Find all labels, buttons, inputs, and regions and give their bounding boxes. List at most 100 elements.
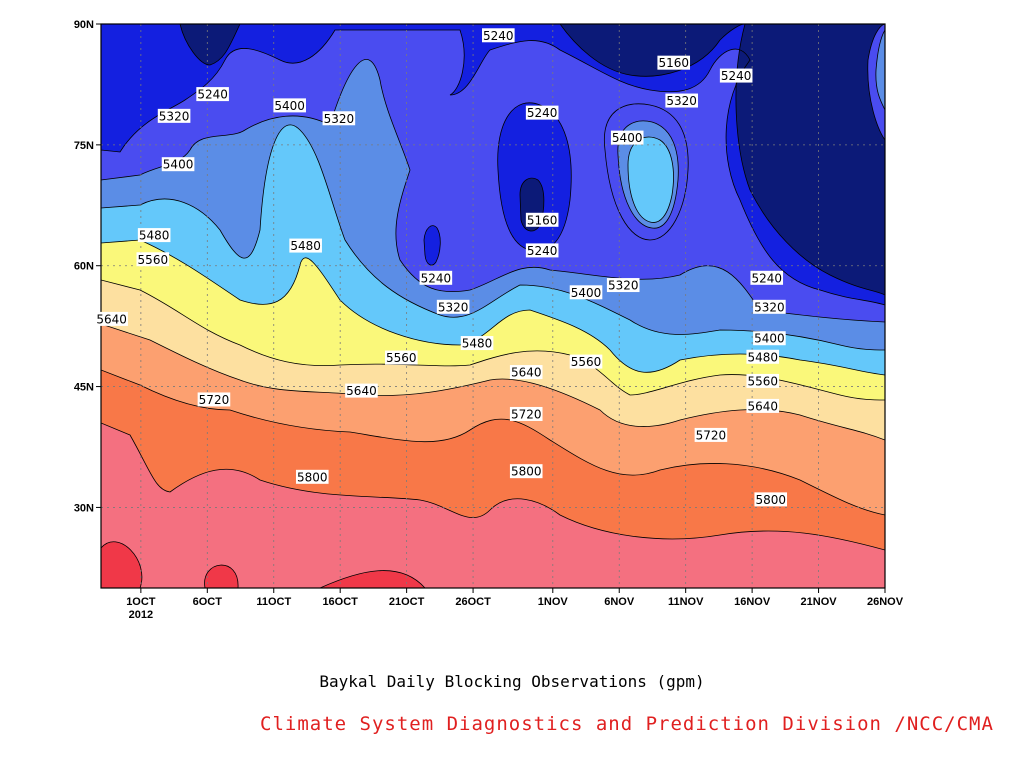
contour-label-text: 5480 (290, 239, 321, 253)
contour-line (101, 24, 885, 441)
contour-label-background (419, 270, 453, 285)
contour-label: 5800 (509, 464, 543, 479)
contour-label: 5400 (273, 98, 306, 113)
contour-label-background (137, 228, 171, 243)
contour-label-text: 5400 (274, 99, 305, 113)
contour-label: 5320 (157, 108, 191, 123)
x-tick-label: 6NOV (604, 596, 635, 608)
contour-label-background (525, 243, 559, 258)
contour-label: 5800 (754, 492, 788, 507)
contour-label-text: 5640 (346, 384, 377, 398)
contour-line (627, 136, 674, 223)
contour-label-background (322, 111, 356, 126)
contour-label-background (482, 28, 515, 43)
contour-label-background (569, 354, 603, 369)
contour-label-text: 5400 (571, 286, 602, 300)
contour-label-background (569, 285, 603, 300)
contour-label-text: 5800 (755, 493, 786, 507)
contour-label: 5240 (750, 270, 784, 285)
contour-line (617, 120, 679, 229)
contour-label-text: 5320 (608, 279, 639, 293)
contour-label-background (746, 349, 780, 364)
contour-label-text: 5640 (747, 399, 778, 413)
contour-label-text: 5480 (747, 350, 778, 364)
contour-label-text: 5400 (754, 332, 785, 346)
contour-label: 5560 (385, 350, 418, 365)
contour-label-text: 5320 (438, 300, 469, 314)
contour-label-background (694, 427, 728, 442)
contour-label: 5560 (746, 373, 780, 388)
contour-label-text: 5240 (483, 29, 514, 43)
contour-label: 5160 (657, 55, 691, 70)
contour-label: 5400 (753, 331, 786, 346)
x-tick-label: 16OCT (322, 596, 358, 608)
contour-line (519, 177, 545, 232)
contour-label-background (273, 98, 306, 113)
contour-label: 5240 (719, 68, 753, 83)
contour-label: 5240 (525, 105, 559, 120)
contour-label-text: 5640 (511, 366, 542, 380)
contour-label-text: 5400 (163, 158, 194, 172)
contour-label-text: 5800 (511, 465, 542, 479)
contour-label: 5480 (746, 349, 780, 364)
contour-label: 5480 (460, 336, 494, 351)
contour-line (101, 24, 885, 323)
contour-label: 5240 (196, 87, 229, 102)
contour-label: 5640 (345, 383, 378, 398)
contour-label-background (196, 87, 229, 102)
contour-label-text: 5560 (386, 351, 417, 365)
contour-label: 5320 (665, 93, 698, 108)
contour-label: 5560 (136, 252, 170, 267)
contour-label-background (525, 212, 559, 227)
x-tick-label: 1NOV (538, 596, 569, 608)
contour-label: 5400 (610, 130, 644, 145)
x-tick-label: 6OCT (193, 596, 223, 608)
contour-label: 5640 (509, 365, 543, 380)
contour-label-text: 5240 (721, 69, 752, 83)
contour-label-text: 5400 (612, 131, 643, 145)
contour-label: 5240 (525, 243, 559, 258)
x-tick-label: 26NOV (867, 596, 904, 608)
contour-label-text: 5240 (527, 244, 558, 258)
contour-label-background (750, 270, 784, 285)
contour-label-background (289, 238, 322, 253)
contour-label: 5400 (161, 157, 195, 172)
credit-text: Climate System Diagnostics and Predictio… (260, 713, 994, 735)
x-tick-label: 26OCT (455, 596, 491, 608)
contour-label-text: 5160 (658, 56, 689, 70)
contour-label-text: 5560 (138, 253, 169, 267)
contour-label-text: 5240 (527, 106, 558, 120)
contour-label-text: 5720 (199, 393, 230, 407)
contour-label: 5320 (606, 278, 640, 293)
contour-label-background (753, 299, 786, 314)
contour-label: 5720 (509, 406, 543, 421)
contour-label-text: 5320 (159, 109, 190, 123)
contour-label-background (525, 105, 559, 120)
contour-label: 5160 (525, 212, 559, 227)
contour-label-background (509, 365, 543, 380)
y-tick-label: 90N (74, 19, 94, 31)
chart-caption: Baykal Daily Blocking Observations (gpm) (319, 672, 705, 691)
cell-5320-5400-east (875, 30, 885, 110)
contour-line (423, 225, 441, 266)
contour-label-text: 5320 (666, 94, 697, 108)
contour-label-background (157, 108, 191, 123)
grid-lines (101, 24, 886, 588)
contour-label-background (509, 464, 543, 479)
contour-label: 5480 (137, 228, 171, 243)
contour-label: 5320 (753, 299, 786, 314)
contour-label-background (345, 383, 378, 398)
contour-label-background (136, 252, 170, 267)
y-tick-label: 75N (74, 140, 94, 152)
contour-label-text: 5240 (197, 88, 228, 102)
cell-5400-5480-closed (628, 137, 674, 223)
contour-label-background (295, 469, 329, 484)
contour-line (603, 103, 689, 241)
contour-label: 5320 (436, 299, 470, 314)
contour-label: 5720 (197, 392, 231, 407)
x-tick-label: 21NOV (801, 596, 838, 608)
contour-line (101, 24, 885, 516)
contour-label-background (385, 350, 418, 365)
contour-label-text: 5240 (751, 271, 782, 285)
